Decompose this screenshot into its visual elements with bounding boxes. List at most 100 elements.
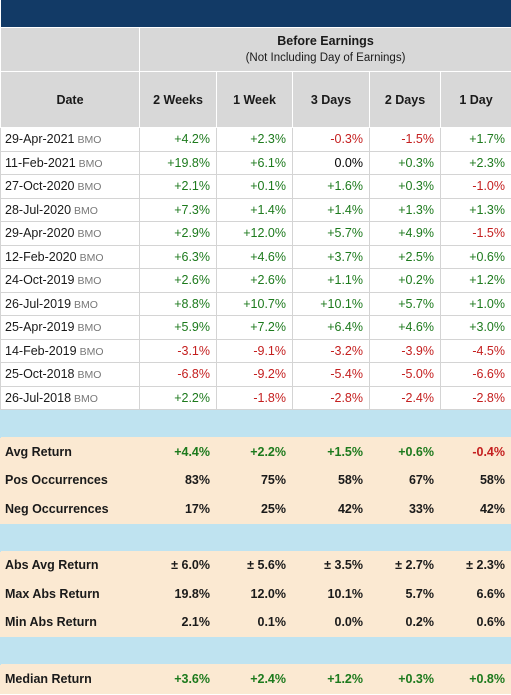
spacer-cell <box>0 636 511 665</box>
table-row: 14-Feb-2019 BMO -3.1% -9.1% -3.2% -3.9% -4.5% <box>0 338 511 363</box>
date-text: 11-Feb-2021 <box>5 155 76 170</box>
date-text: 12-Feb-2020 <box>5 249 77 264</box>
stat-value: ± 3.5% <box>292 550 370 580</box>
date-cell: 25-Oct-2018 BMO <box>0 362 140 387</box>
timing-label: BMO <box>78 157 103 170</box>
table-row: 24-Oct-2019 BMO +2.6% +2.6% +1.1% +0.2% +1.2% <box>0 268 511 293</box>
return-cell: -2.8% <box>440 385 511 410</box>
timing-label: BMO <box>77 322 102 335</box>
return-cell: +0.1% <box>216 174 293 199</box>
return-cell: +2.3% <box>216 127 293 152</box>
table-row: 27-Oct-2020 BMO +2.1% +0.1% +1.6% +0.3% -1.0% <box>0 174 511 199</box>
header-group-cell: Before Earnings (Not Including Day of Ea… <box>139 27 511 72</box>
date-cell: 24-Oct-2019 BMO <box>0 268 140 293</box>
table-row: 12-Feb-2020 BMO +6.3% +4.6% +3.7% +2.5% +0.6% <box>0 244 511 269</box>
return-cell: +4.2% <box>139 127 217 152</box>
timing-label: BMO <box>77 369 102 382</box>
column-header-1-day: 1 Day <box>440 71 511 128</box>
stat-value: 10.1% <box>292 579 370 609</box>
stat-label: Avg Return <box>0 437 140 467</box>
timing-label: BMO <box>79 345 104 358</box>
date-cell: 26-Jul-2018 BMO <box>0 385 140 410</box>
return-cell: +2.1% <box>139 174 217 199</box>
column-header-row: Date 2 Weeks 1 Week 3 Days 2 Days 1 Day <box>0 71 511 128</box>
table-row: 26-Jul-2019 BMO +8.8% +10.7% +10.1% +5.7% +1.0… <box>0 291 511 316</box>
column-header-date: Date <box>0 71 140 128</box>
return-cell: +5.7% <box>369 291 441 316</box>
column-header-2-weeks: 2 Weeks <box>139 71 217 128</box>
table-row: 25-Oct-2018 BMO -6.8% -9.2% -5.4% -5.0% -6.6% <box>0 362 511 387</box>
return-cell: -1.5% <box>440 221 511 246</box>
stat-value: 67% <box>369 465 441 495</box>
stat-value: 58% <box>440 465 511 495</box>
stat-value: 0.1% <box>216 607 293 637</box>
return-cell: +3.7% <box>292 244 370 269</box>
return-cell: +2.9% <box>139 221 217 246</box>
date-cell: 26-Jul-2019 BMO <box>0 291 140 316</box>
date-cell: 28-Jul-2020 BMO <box>0 197 140 222</box>
timing-label: BMO <box>77 181 102 194</box>
stat-label: Median Return <box>0 664 140 694</box>
stat-row: Abs Avg Return ± 6.0% ± 5.6% ± 3.5% ± 2.7% ± … <box>0 550 511 580</box>
date-cell: 27-Oct-2020 BMO <box>0 174 140 199</box>
return-cell: +1.3% <box>440 197 511 222</box>
section-spacer <box>0 409 511 438</box>
return-cell: +0.3% <box>369 174 441 199</box>
date-cell: 29-Apr-2020 BMO <box>0 221 140 246</box>
table-row: 29-Apr-2020 BMO +2.9% +12.0% +5.7% +4.9% -1.5% <box>0 221 511 246</box>
return-cell: +1.1% <box>292 268 370 293</box>
timing-label: BMO <box>77 228 102 241</box>
stat-value: 0.2% <box>369 607 441 637</box>
stat-value: 42% <box>292 494 370 524</box>
stat-value: ± 2.3% <box>440 550 511 580</box>
return-cell: +5.7% <box>292 221 370 246</box>
return-cell: +0.2% <box>369 268 441 293</box>
return-cell: +10.1% <box>292 291 370 316</box>
date-text: 29-Apr-2021 <box>5 132 75 147</box>
date-cell: 14-Feb-2019 BMO <box>0 338 140 363</box>
timing-label: BMO <box>77 134 102 147</box>
timing-label: BMO <box>74 204 98 217</box>
return-cell: +1.3% <box>369 197 441 222</box>
return-cell: +0.6% <box>440 244 511 269</box>
return-cell: -1.5% <box>369 127 441 152</box>
stat-label: Min Abs Return <box>0 607 140 637</box>
return-cell: -9.1% <box>216 338 293 363</box>
stat-value: 42% <box>440 494 511 524</box>
return-cell: +1.2% <box>440 268 511 293</box>
header-blank-cell <box>0 27 140 72</box>
table-row: 26-Jul-2018 BMO +2.2% -1.8% -2.8% -2.4% -2.8% <box>0 385 511 410</box>
return-cell: -6.6% <box>440 362 511 387</box>
column-header-2-days: 2 Days <box>369 71 441 128</box>
timing-label: BMO <box>74 392 98 405</box>
return-cell: +1.4% <box>216 197 293 222</box>
top-bar <box>0 0 511 28</box>
stat-value: 19.8% <box>139 579 217 609</box>
stat-value: +1.2% <box>292 664 370 694</box>
return-cell: +4.6% <box>216 244 293 269</box>
table-row: 29-Apr-2021 BMO +4.2% +2.3% -0.3% -1.5% +1.7% <box>0 127 511 152</box>
return-cell: -2.4% <box>369 385 441 410</box>
return-cell: +10.7% <box>216 291 293 316</box>
return-cell: +2.6% <box>216 268 293 293</box>
header-title: Before Earnings <box>277 33 374 48</box>
return-cell: +3.0% <box>440 315 511 340</box>
return-cell: +2.6% <box>139 268 217 293</box>
header-group-row: Before Earnings (Not Including Day of Ea… <box>0 27 511 72</box>
return-cell: +8.8% <box>139 291 217 316</box>
timing-label: BMO <box>77 275 102 288</box>
return-cell: +1.6% <box>292 174 370 199</box>
return-cell: +4.6% <box>369 315 441 340</box>
stat-value: +2.4% <box>216 664 293 694</box>
table-row: 25-Apr-2019 BMO +5.9% +7.2% +6.4% +4.6% +3.0% <box>0 315 511 340</box>
date-text: 29-Apr-2020 <box>5 226 75 241</box>
stat-value: 6.6% <box>440 579 511 609</box>
return-cell: +2.3% <box>440 150 511 175</box>
stat-value: ± 6.0% <box>139 550 217 580</box>
stat-value: 75% <box>216 465 293 495</box>
return-cell: -2.8% <box>292 385 370 410</box>
return-cell: +12.0% <box>216 221 293 246</box>
date-text: 24-Oct-2019 <box>5 273 75 288</box>
stat-value: ± 5.6% <box>216 550 293 580</box>
